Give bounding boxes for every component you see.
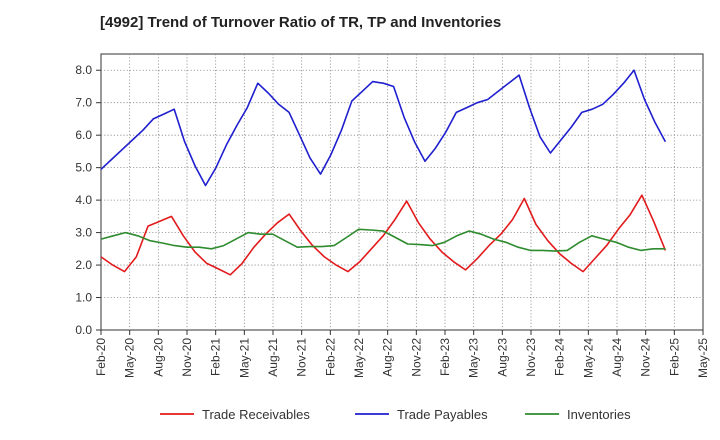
x-tick-label: Feb-22 <box>323 338 337 376</box>
legend-label-inventories: Inventories <box>567 407 631 422</box>
x-tick-label: Aug-22 <box>381 338 395 377</box>
x-tick-label: Feb-21 <box>209 338 223 376</box>
legend-label-trade-payables: Trade Payables <box>397 407 488 422</box>
x-tick-label: Feb-23 <box>438 338 452 376</box>
y-tick-label: 1.0 <box>75 291 92 305</box>
series-line-inventories <box>100 228 666 252</box>
series-line-trade-payables <box>100 69 667 187</box>
x-tick-label: Aug-24 <box>610 338 624 377</box>
chart-title: [4992] Trend of Turnover Ratio of TR, TP… <box>100 14 502 31</box>
y-tick-label: 3.0 <box>75 226 92 240</box>
x-tick-label: Nov-23 <box>524 338 538 377</box>
x-tick-label: Feb-25 <box>667 338 681 376</box>
y-tick-label: 8.0 <box>75 63 92 77</box>
legend-label-trade-receivables: Trade Receivables <box>202 407 310 422</box>
y-tick-label: 5.0 <box>75 161 92 175</box>
x-tick-label: Aug-23 <box>495 338 509 377</box>
x-tick-label: May-22 <box>352 338 366 378</box>
x-tick-label: Feb-24 <box>553 338 567 376</box>
x-tick-label: May-21 <box>237 338 251 378</box>
series-line-trade-receivables <box>100 194 667 276</box>
x-tick-label: May-23 <box>467 338 481 378</box>
x-tick-label: May-25 <box>696 338 710 378</box>
plot-area <box>100 53 704 331</box>
x-tick-label: May-20 <box>123 338 137 378</box>
y-tick-label: 0.0 <box>75 323 92 337</box>
x-tick-label: Nov-22 <box>409 338 423 377</box>
y-tick-label: 6.0 <box>75 128 92 142</box>
y-tick-label: 4.0 <box>75 193 92 207</box>
x-tick-label: Feb-20 <box>94 338 108 376</box>
y-tick-label: 2.0 <box>75 258 92 272</box>
x-tick-label: Aug-20 <box>151 338 165 377</box>
y-tick-label: 7.0 <box>75 96 92 110</box>
x-tick-label: May-24 <box>581 338 595 378</box>
x-tick-label: Nov-21 <box>295 338 309 377</box>
x-tick-label: Aug-21 <box>266 338 280 377</box>
x-tick-label: Nov-20 <box>180 338 194 377</box>
x-tick-label: Nov-24 <box>639 338 653 377</box>
